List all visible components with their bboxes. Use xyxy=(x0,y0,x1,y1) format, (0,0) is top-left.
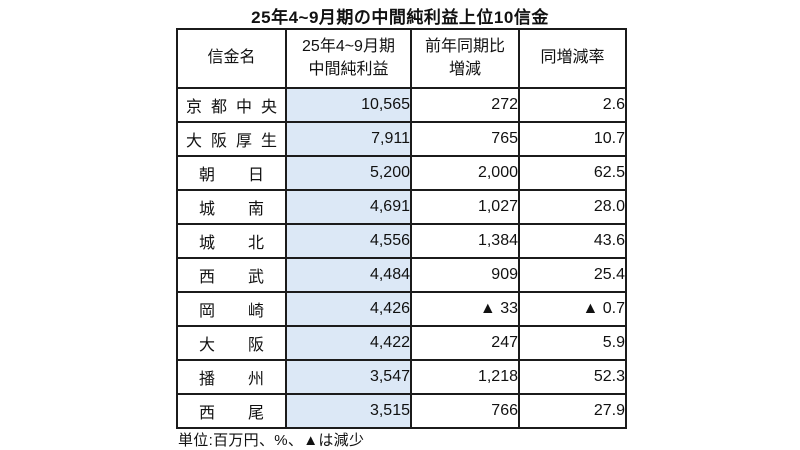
change-rate-cell: 28.0 xyxy=(518,189,627,225)
change-rate-cell: 25.4 xyxy=(518,257,627,293)
column-header-shinkin-name: 信金名 xyxy=(176,28,287,89)
column-header-label-line2: 中間純利益 xyxy=(308,60,389,78)
table-row: 城南 4,691 1,027 28.0 xyxy=(176,189,627,225)
yoy-change-cell: 765 xyxy=(410,121,520,157)
table-row: 京都中央 10,565 272 2.6 xyxy=(176,87,627,123)
interim-profit-cell: 7,911 xyxy=(285,121,412,157)
change-rate-cell: 27.9 xyxy=(518,393,627,429)
table-row: 岡崎 4,426 ▲ 33 ▲ 0.7 xyxy=(176,291,627,327)
shinkin-name-cell: 播州 xyxy=(176,359,287,395)
change-rate-cell: 62.5 xyxy=(518,155,627,191)
change-rate-cell: ▲ 0.7 xyxy=(518,291,627,327)
table-body: 京都中央 10,565 272 2.6 大阪厚生 7,911 765 10.7 朝日 5,200 2… xyxy=(176,87,627,429)
shinkin-name: 朝日 xyxy=(199,167,264,184)
shinkin-name-cell: 西武 xyxy=(176,257,287,293)
shinkin-name: 西武 xyxy=(199,269,264,286)
column-header-yoy-change: 前年同期比 増減 xyxy=(410,28,520,89)
yoy-change-cell: 766 xyxy=(410,393,520,429)
header-row: 信金名 25年4~9月期 中間純利益 前年同期比 増減 同増減率 xyxy=(176,28,627,89)
shinkin-profit-table: 信金名 25年4~9月期 中間純利益 前年同期比 増減 同増減率 京都中央 10,… xyxy=(176,28,627,429)
yoy-change-cell: 2,000 xyxy=(410,155,520,191)
column-header-interim-profit: 25年4~9月期 中間純利益 xyxy=(285,28,412,89)
shinkin-name: 播州 xyxy=(199,371,264,388)
yoy-change-cell: 247 xyxy=(410,325,520,361)
unit-note: 単位:百万円、%、▲は減少 xyxy=(178,432,365,449)
shinkin-name: 岡崎 xyxy=(199,303,264,320)
shinkin-name-cell: 城北 xyxy=(176,223,287,259)
shinkin-name-cell: 大阪 xyxy=(176,325,287,361)
column-header-label-line1: 前年同期比 xyxy=(424,38,505,56)
yoy-change-cell: ▲ 33 xyxy=(410,291,520,327)
shinkin-name: 大阪 xyxy=(199,337,264,354)
shinkin-name: 京都中央 xyxy=(186,99,277,116)
column-header-label: 同増減率 xyxy=(540,49,605,67)
shinkin-name: 城南 xyxy=(199,201,264,218)
interim-profit-cell: 3,547 xyxy=(285,359,412,395)
interim-profit-cell: 4,556 xyxy=(285,223,412,259)
table-row: 西武 4,484 909 25.4 xyxy=(176,257,627,293)
interim-profit-cell: 3,515 xyxy=(285,393,412,429)
shinkin-name-cell: 京都中央 xyxy=(176,87,287,123)
shinkin-name-cell: 城南 xyxy=(176,189,287,225)
yoy-change-cell: 909 xyxy=(410,257,520,293)
table-row: 朝日 5,200 2,000 62.5 xyxy=(176,155,627,191)
table-row: 播州 3,547 1,218 52.3 xyxy=(176,359,627,395)
shinkin-name: 城北 xyxy=(199,235,264,252)
interim-profit-cell: 5,200 xyxy=(285,155,412,191)
yoy-change-cell: 1,218 xyxy=(410,359,520,395)
column-header-label: 信金名 xyxy=(207,49,256,67)
shinkin-name-cell: 西尾 xyxy=(176,393,287,429)
interim-profit-cell: 4,484 xyxy=(285,257,412,293)
page-title: 25年4~9月期の中間純利益上位10信金 xyxy=(251,8,549,27)
shinkin-name-cell: 朝日 xyxy=(176,155,287,191)
table-row: 大阪 4,422 247 5.9 xyxy=(176,325,627,361)
table-row: 城北 4,556 1,384 43.6 xyxy=(176,223,627,259)
yoy-change-cell: 272 xyxy=(410,87,520,123)
column-header-label-line2: 増減 xyxy=(448,60,481,78)
yoy-change-cell: 1,027 xyxy=(410,189,520,225)
column-header-label-line1: 25年4~9月期 xyxy=(302,38,395,56)
interim-profit-cell: 4,426 xyxy=(285,291,412,327)
shinkin-name-cell: 大阪厚生 xyxy=(176,121,287,157)
change-rate-cell: 2.6 xyxy=(518,87,627,123)
change-rate-cell: 5.9 xyxy=(518,325,627,361)
interim-profit-cell: 4,422 xyxy=(285,325,412,361)
interim-profit-cell: 4,691 xyxy=(285,189,412,225)
shinkin-name: 西尾 xyxy=(199,405,264,422)
shinkin-name-cell: 岡崎 xyxy=(176,291,287,327)
change-rate-cell: 43.6 xyxy=(518,223,627,259)
yoy-change-cell: 1,384 xyxy=(410,223,520,259)
change-rate-cell: 10.7 xyxy=(518,121,627,157)
table-row: 西尾 3,515 766 27.9 xyxy=(176,393,627,429)
interim-profit-cell: 10,565 xyxy=(285,87,412,123)
table-row: 大阪厚生 7,911 765 10.7 xyxy=(176,121,627,157)
column-header-change-rate: 同増減率 xyxy=(518,28,627,89)
change-rate-cell: 52.3 xyxy=(518,359,627,395)
shinkin-name: 大阪厚生 xyxy=(186,133,277,150)
